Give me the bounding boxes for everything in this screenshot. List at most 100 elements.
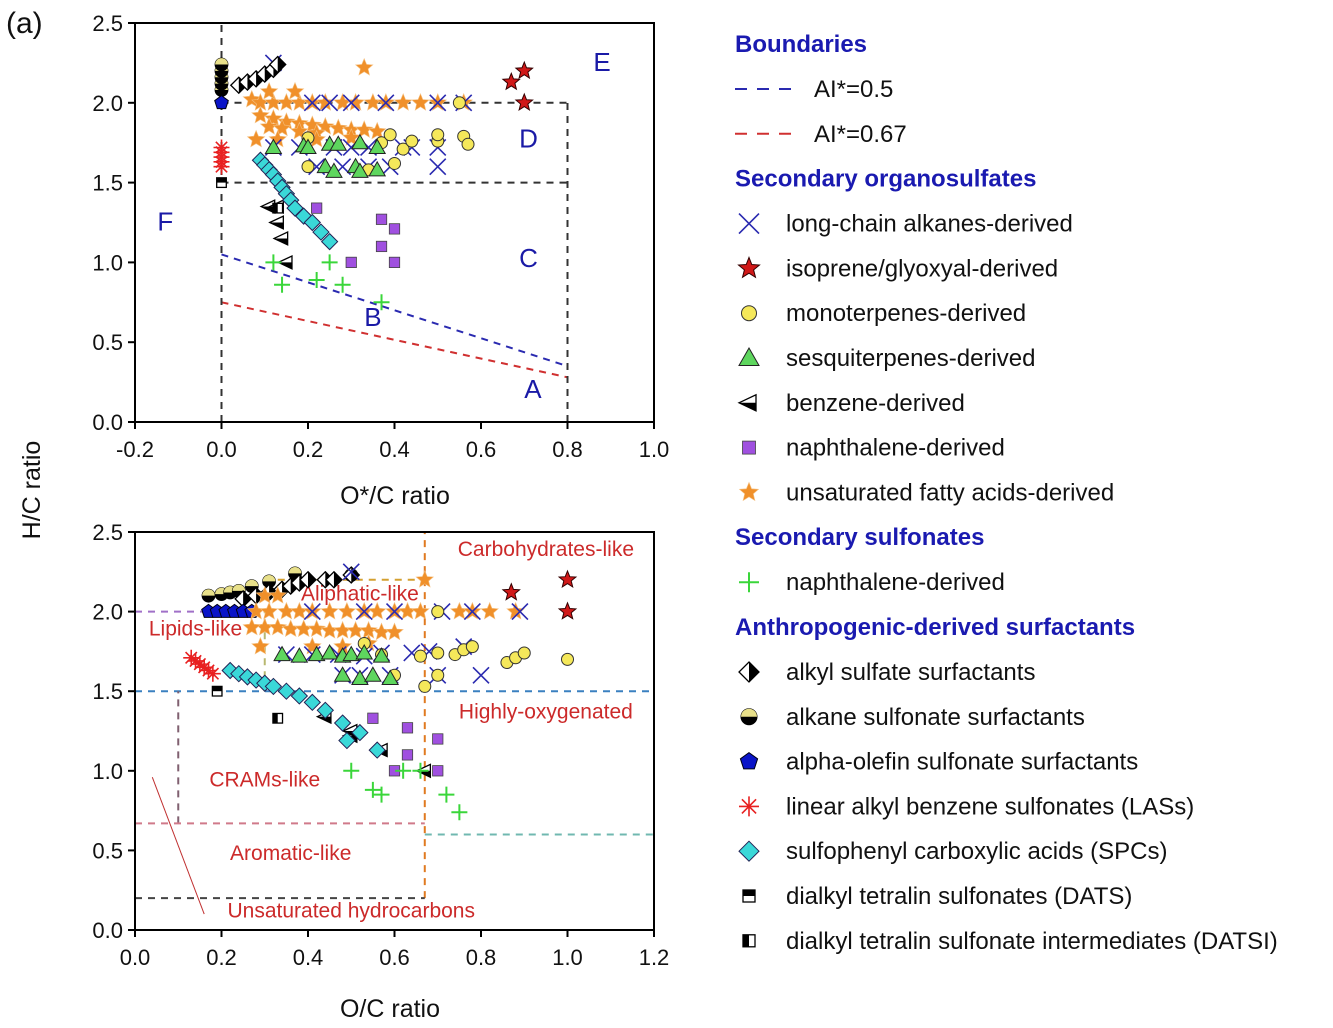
- bottom-chart: Carbohydrates-like Aliphatic-like Lipids-l…: [92, 520, 669, 1023]
- region-label: E: [593, 47, 610, 77]
- legend-heading: Secondary organosulfates: [735, 166, 1036, 193]
- legend-diamond-icon: [738, 840, 760, 862]
- data-point: [337, 601, 357, 620]
- data-point: [412, 762, 429, 779]
- data-point: [367, 601, 387, 620]
- data-point: [517, 646, 531, 660]
- data-point: [463, 603, 481, 621]
- legend-triangle-up-icon: [738, 346, 760, 366]
- legend-circle-half-icon: [740, 708, 758, 726]
- x-tick-label: 0.0: [120, 945, 151, 970]
- data-point: [251, 636, 270, 655]
- series-isoprene-glyoxyal-derived: [501, 60, 534, 112]
- data-point: [351, 133, 369, 150]
- legend-pentagon-icon: [739, 751, 759, 770]
- legend-item: dialkyl tetralin sulfonate intermediates…: [742, 928, 1278, 955]
- legend-label: dialkyl tetralin sulfonate intermediates…: [786, 928, 1278, 955]
- data-point: [259, 601, 279, 620]
- x-tick-label: 1.0: [639, 437, 670, 462]
- series-unsaturated-fatty-acids-derived: [242, 570, 525, 655]
- x-tick-label: 0.8: [466, 945, 497, 970]
- data-point: [272, 202, 284, 214]
- data-point: [429, 158, 447, 176]
- series-sulfophenyl-carboxylic-acids-spcs-: [251, 151, 339, 251]
- legend-item: monoterpenes-derived: [741, 300, 1026, 327]
- legend-star-icon: [738, 481, 760, 502]
- data-point: [368, 138, 387, 154]
- data-point: [501, 71, 521, 91]
- data-point: [561, 652, 574, 666]
- legend-item: isoprene/glyoxyal-derived: [737, 255, 1058, 282]
- data-point: [381, 669, 400, 685]
- legend-label: sesquiterpenes-derived: [786, 345, 1035, 372]
- region-label: F: [157, 206, 173, 236]
- legend-label: linear alkyl benzene sulfonates (LASs): [786, 793, 1194, 820]
- data-point: [411, 601, 430, 620]
- legend-label: isoprene/glyoxyal-derived: [786, 255, 1058, 282]
- legend-square-top-half-icon: [742, 889, 756, 903]
- data-point: [557, 601, 578, 620]
- data-point: [355, 643, 374, 660]
- legend-item: linear alkyl benzene sulfonates (LASs): [739, 793, 1194, 820]
- data-point: [299, 138, 317, 154]
- region-label: Aromatic-like: [230, 842, 351, 865]
- data-point: [452, 96, 466, 110]
- y-tick-label: 0.5: [92, 330, 123, 355]
- legend-square-left-half-icon: [742, 934, 756, 948]
- data-point: [264, 677, 283, 696]
- legend-heading: Boundaries: [735, 31, 867, 58]
- data-point: [264, 138, 283, 154]
- x-tick-label: 0.0: [206, 437, 237, 462]
- data-point: [431, 646, 445, 660]
- data-point: [312, 223, 330, 241]
- data-point: [187, 652, 204, 669]
- data-point: [307, 645, 326, 662]
- data-point: [321, 254, 338, 271]
- data-point: [338, 731, 356, 750]
- data-point: [216, 177, 227, 189]
- data-point: [272, 231, 289, 246]
- data-point: [259, 81, 279, 100]
- data-point: [373, 786, 390, 803]
- data-point: [375, 240, 388, 253]
- data-point: [351, 162, 369, 178]
- data-point: [290, 647, 309, 663]
- data-point: [343, 762, 360, 779]
- data-point: [451, 804, 468, 821]
- legend-label: long-chain alkanes-derived: [786, 211, 1073, 238]
- data-point: [183, 649, 200, 666]
- data-point: [329, 135, 348, 151]
- data-point: [431, 128, 445, 142]
- bottom-x-axis-title: O/C ratio: [340, 995, 440, 1023]
- data-point: [308, 271, 325, 288]
- data-point: [268, 585, 288, 604]
- data-point: [385, 622, 404, 641]
- data-point: [277, 601, 296, 620]
- region-label: Lipids-like: [149, 617, 242, 640]
- data-point: [273, 645, 291, 662]
- legend: Boundaries AI*=0.5 AI*=0.67 Secondary organ…: [735, 31, 1278, 955]
- y-tick-label: 0.5: [92, 838, 123, 863]
- legend-item: dialkyl tetralin sulfonates (DATS): [742, 883, 1132, 910]
- data-point: [432, 733, 444, 745]
- y-tick-label: 2.5: [92, 520, 123, 545]
- series-linear-alkyl-benzene-sulfonates-lass-: [213, 139, 230, 175]
- data-point: [465, 640, 479, 654]
- data-point: [242, 617, 262, 636]
- x-tick-label: 1.0: [552, 945, 583, 970]
- data-point: [351, 669, 369, 685]
- series-alkyl-sulfate-surfactants: [229, 55, 287, 95]
- series-alpha-olefin-sulfonate-surfactants: [214, 94, 229, 110]
- legend-label: naphthalene-derived: [786, 569, 1005, 596]
- data-point: [364, 781, 381, 798]
- legend-item: AI*=0.67: [735, 121, 907, 148]
- data-point: [514, 60, 534, 80]
- data-point: [368, 160, 387, 177]
- data-point: [342, 94, 360, 112]
- x-tick-label: -0.2: [116, 437, 154, 462]
- data-point: [438, 786, 455, 803]
- panel-label: (a): [6, 7, 43, 40]
- legend-square-icon: [742, 440, 756, 455]
- y-tick-label: 0.0: [92, 918, 123, 943]
- bottom-region-labels: Carbohydrates-like Aliphatic-like Lipids-l…: [149, 538, 634, 922]
